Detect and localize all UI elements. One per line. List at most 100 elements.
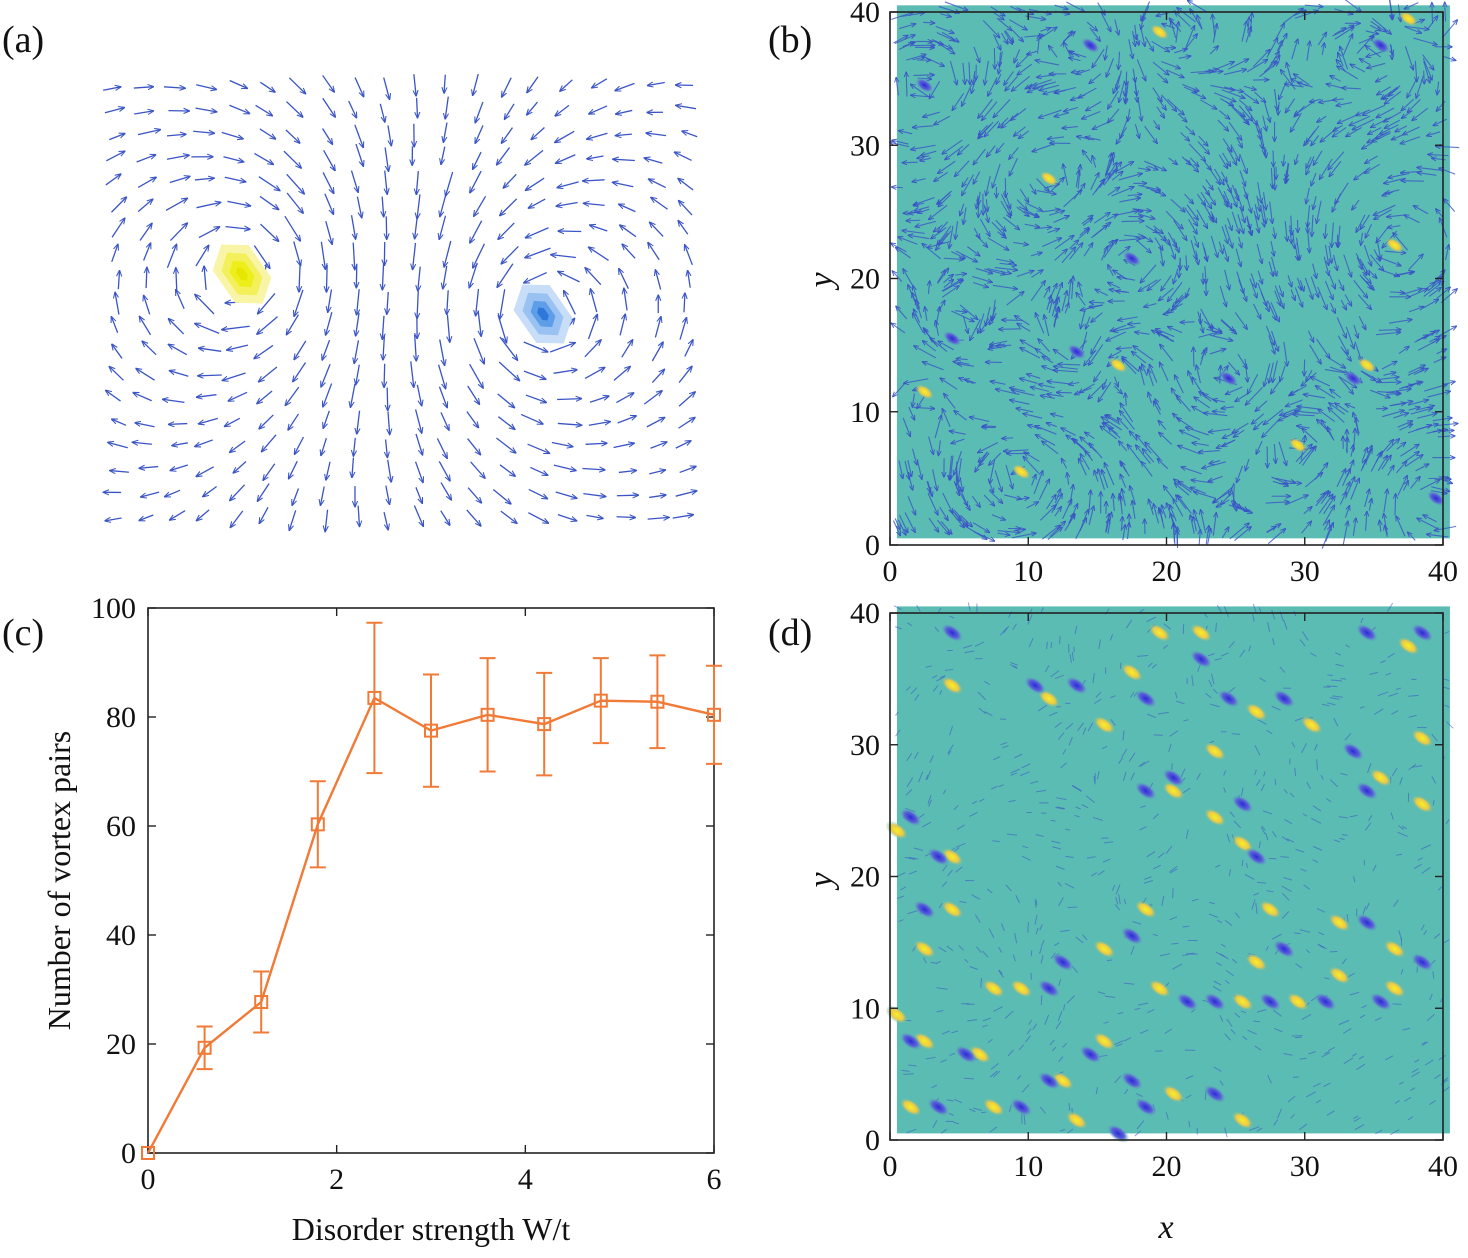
quiver-arrow (139, 316, 152, 336)
quiver-arrow (525, 247, 551, 258)
flow-arrow (1239, 170, 1246, 186)
flow-arrow (1396, 516, 1406, 537)
flow-arrow (902, 162, 918, 163)
quiver-arrow (259, 506, 269, 523)
flow-arrow (1256, 120, 1261, 133)
quiver-arrow (411, 361, 414, 387)
flow-arrow (1119, 441, 1128, 452)
flow-arrow (913, 309, 921, 323)
flow-arrow (1338, 53, 1344, 67)
quiver-arrow (166, 134, 186, 136)
quiver-arrow (384, 147, 388, 171)
flow-arrow (1078, 87, 1097, 98)
flow-arrow (1035, 900, 1038, 906)
quiver-arrow (111, 317, 119, 334)
flow-arrow (1120, 474, 1127, 488)
quiver-arrow (143, 243, 151, 261)
quiver-arrow (470, 170, 482, 193)
quiver-arrow (323, 410, 330, 429)
flow-arrow (1089, 302, 1105, 303)
quiver-arrow (621, 340, 633, 358)
flow-arrow (1222, 244, 1228, 262)
flow-arrow (1031, 270, 1043, 278)
flow-arrow (1194, 492, 1216, 499)
flow-arrow (1280, 856, 1289, 858)
flow-arrow (1384, 513, 1388, 535)
quiver-arrow (415, 334, 417, 361)
quiver-arrow (497, 416, 515, 430)
flow-arrow (1294, 100, 1316, 115)
quiver-arrow (416, 170, 418, 194)
quiver-arrow (688, 271, 691, 288)
quiver-arrow (587, 156, 604, 159)
quiver-arrow (137, 177, 156, 188)
flow-arrow (1217, 62, 1234, 70)
y-tick-label: 30 (850, 129, 880, 162)
quiver-arrow (383, 77, 390, 100)
flow-arrow (1040, 28, 1050, 32)
quiver-arrow (527, 76, 539, 93)
quiver-arrow (111, 218, 125, 238)
flow-arrow (1236, 465, 1243, 483)
flow-arrow (1004, 494, 1021, 499)
flow-arrow (1042, 441, 1059, 455)
quiver-arrow (582, 468, 605, 469)
flow-arrow (1149, 364, 1158, 383)
quiver-arrow (587, 132, 608, 139)
flow-arrow (1313, 196, 1317, 209)
flow-arrow (1144, 36, 1153, 51)
flow-arrow (935, 321, 940, 336)
flow-arrow (1293, 74, 1310, 86)
flow-arrow (1193, 347, 1194, 367)
flow-arrow (1322, 43, 1324, 55)
flow-arrow (921, 150, 937, 155)
quiver-arrow (440, 482, 451, 500)
quiver-arrow (502, 77, 512, 97)
panel-label-a: (a) (2, 19, 44, 61)
flow-arrow (942, 409, 951, 428)
flow-arrow (1387, 226, 1401, 228)
flow-arrow (973, 71, 974, 84)
quiver-arrow (615, 134, 632, 136)
quiver-arrow (501, 245, 519, 263)
quiver-arrow (678, 178, 694, 191)
flow-arrow (1243, 92, 1258, 103)
flow-arrow (1274, 167, 1275, 190)
y-tick-label: 10 (850, 396, 880, 429)
quiver-arrow (326, 264, 327, 292)
quiver-arrow (223, 156, 244, 162)
quiver-arrow (222, 372, 246, 381)
quiver-arrow (229, 79, 248, 89)
quiver-arrow (654, 317, 661, 338)
quiver-arrow (651, 369, 664, 383)
quiver-arrow (294, 289, 304, 316)
flow-arrow (1217, 119, 1228, 131)
quiver-arrow (648, 179, 666, 189)
quiver-arrow (348, 100, 357, 118)
flow-arrow (1423, 60, 1430, 83)
flow-arrow (1132, 500, 1136, 519)
flow-arrow (1333, 254, 1338, 271)
flow-arrow (1091, 336, 1102, 354)
quiver-arrow (170, 464, 189, 470)
y-tick-label: 40 (850, 0, 880, 29)
flow-arrow (1023, 414, 1043, 419)
quiver-arrow (134, 111, 153, 114)
flow-arrow (1127, 194, 1142, 195)
quiver-arrow (440, 412, 449, 430)
flow-arrow (1011, 390, 1035, 396)
flow-arrow (955, 221, 957, 239)
quiver-arrow (620, 225, 637, 238)
flow-arrow (1386, 439, 1400, 452)
flow-arrow (1433, 357, 1446, 363)
flow-arrow (951, 509, 960, 521)
quiver-arrow (222, 325, 250, 329)
quiver-arrow (196, 466, 214, 477)
flow-arrow (1168, 157, 1178, 165)
quiver-arrow (587, 314, 597, 340)
flow-arrow (1369, 254, 1383, 271)
quiver-arrow (358, 505, 359, 527)
flow-arrow (1294, 1036, 1302, 1039)
quiver-arrow (198, 375, 222, 376)
